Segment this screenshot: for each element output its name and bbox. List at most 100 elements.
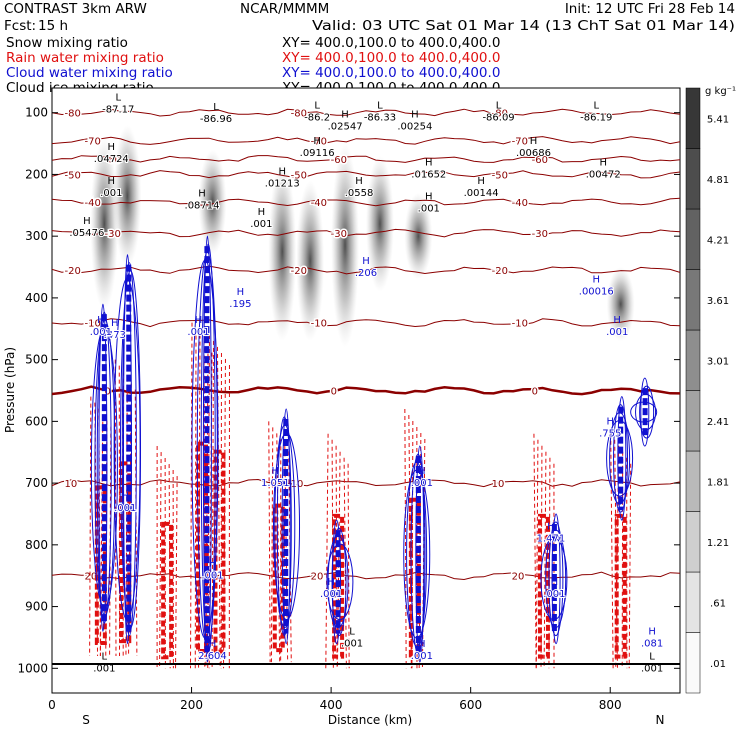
colorbar-tick-label: 4.81: [707, 175, 729, 186]
extrema-marker: L: [213, 102, 219, 113]
colorbar-swatch: [686, 633, 700, 694]
extrema-value: .08714: [185, 200, 220, 211]
colorbar-swatch: [686, 330, 700, 391]
temperature-contour-label: 10: [492, 479, 505, 490]
extrema-marker: L: [349, 627, 355, 638]
temperature-contour-label: -20: [291, 266, 307, 277]
colorbar-swatch: [686, 451, 700, 512]
legend-item-xy: XY= 400.0,100.0 to 400.0,400.0: [282, 65, 500, 81]
extrema-marker: H: [341, 109, 349, 120]
extrema-marker: H: [209, 559, 217, 570]
legend-item-xy: XY= 400.0,100.0 to 400.0,400.0: [282, 50, 500, 66]
temperature-contour-label: -40: [512, 198, 528, 209]
colorbar-tick-label: 1.81: [707, 477, 729, 488]
extrema-marker: H: [327, 577, 335, 588]
extrema-value: -87.17: [102, 105, 134, 116]
colorbar-swatch: [686, 209, 700, 270]
extrema-marker: L: [593, 101, 599, 112]
extrema-value: 2.604: [198, 651, 227, 662]
y-axis-label: Pressure (hPa): [3, 347, 17, 433]
extrema-value: -86.2: [304, 113, 330, 124]
extrema-marker: H: [108, 176, 116, 187]
extrema-marker: H: [122, 491, 130, 502]
extrema-value: .001: [100, 188, 122, 199]
colorbar-tick-label: 5.41: [707, 114, 729, 125]
extrema-value: .001: [187, 327, 209, 338]
extrema-value: .01213: [265, 179, 300, 190]
extrema-value: -86.33: [364, 113, 396, 124]
y-tick-label: 600: [25, 414, 48, 428]
temperature-contour-label: 20: [512, 572, 525, 583]
x-end-label-left: S: [82, 713, 90, 727]
extrema-marker: H: [313, 136, 321, 147]
extrema-value: .001: [606, 327, 628, 338]
colorbar: .01.611.211.812.413.013.614.214.815.41: [686, 88, 729, 693]
colorbar-swatch: [686, 512, 700, 573]
extrema-value: .02547: [328, 121, 363, 132]
extrema-marker: H: [195, 315, 203, 326]
x-end-label-right: N: [656, 713, 665, 727]
extrema-marker: H: [599, 157, 607, 168]
header-init: Init: 12 UTC Fri 28 Feb 14: [565, 1, 735, 17]
y-tick-label: 700: [25, 476, 48, 490]
temperature-contour-label: 20: [311, 572, 324, 583]
extrema-marker: H: [198, 188, 206, 199]
colorbar-units: g kg⁻¹: [705, 86, 736, 97]
legend-item-label: Cloud water mixing ratio: [6, 65, 173, 81]
extrema-value: 1.051: [261, 478, 290, 489]
extrema-marker: H: [547, 522, 555, 533]
extrema-value: 1.471: [537, 534, 566, 545]
extrema-marker: H: [593, 275, 601, 286]
y-tick-label: 200: [25, 167, 48, 181]
extrema-value: .05476: [69, 228, 104, 239]
temperature-contour-label: 0: [532, 387, 538, 398]
extrema-marker: H: [418, 466, 426, 477]
y-tick-label: 1000: [17, 661, 48, 675]
extrema-value: .755: [599, 429, 621, 440]
x-axis-label: Distance (km): [328, 713, 412, 727]
extrema-value: .00254: [397, 121, 432, 132]
x-tick-label: 800: [599, 698, 622, 712]
extrema-marker: H: [237, 287, 245, 298]
y-tick-label: 300: [25, 229, 48, 243]
header-institution: NCAR/MMMM: [240, 1, 329, 17]
extrema-value: .001: [543, 589, 565, 600]
extrema-marker: H: [279, 167, 287, 178]
extrema-marker: H: [613, 315, 621, 326]
temperature-contour-label: 0: [331, 387, 337, 398]
extrema-value: .001: [411, 478, 433, 489]
extrema-marker: H: [272, 466, 280, 477]
extrema-marker: H: [551, 577, 559, 588]
colorbar-swatch: [686, 149, 700, 210]
extrema-value: .00144: [464, 188, 499, 199]
extrema-marker: L: [496, 101, 502, 112]
temperature-contour-label: -50: [65, 170, 81, 181]
header-model: CONTRAST 3km ARW: [4, 1, 147, 17]
extrema-marker: H: [108, 142, 116, 153]
extrema-marker: L: [102, 651, 108, 662]
extrema-marker: H: [362, 256, 370, 267]
temperature-contour-label: -10: [311, 319, 327, 330]
extrema-marker: H: [648, 627, 656, 638]
colorbar-tick-label: 3.61: [707, 296, 729, 307]
extrema-value: .04724: [94, 154, 129, 165]
temperature-contour-label: -80: [65, 109, 81, 120]
temperature-contour-label: -20: [65, 266, 81, 277]
colorbar-tick-label: .61: [710, 598, 726, 609]
header-fcst-value: 15 h: [38, 18, 68, 34]
x-tick-label: 200: [180, 698, 203, 712]
extrema-value: .001: [114, 503, 136, 514]
extrema-value: .001: [90, 327, 112, 338]
extrema-value: .195: [229, 299, 251, 310]
colorbar-tick-label: 4.21: [707, 235, 729, 246]
legend-item-label: Rain water mixing ratio: [6, 50, 164, 66]
extrema-value: .09116: [300, 148, 335, 159]
extrema-marker: L: [649, 651, 655, 662]
extrema-value: .00686: [516, 148, 551, 159]
extrema-value: .081: [641, 639, 663, 650]
extrema-value: .01652: [411, 169, 446, 180]
colorbar-tick-label: 1.21: [707, 538, 729, 549]
